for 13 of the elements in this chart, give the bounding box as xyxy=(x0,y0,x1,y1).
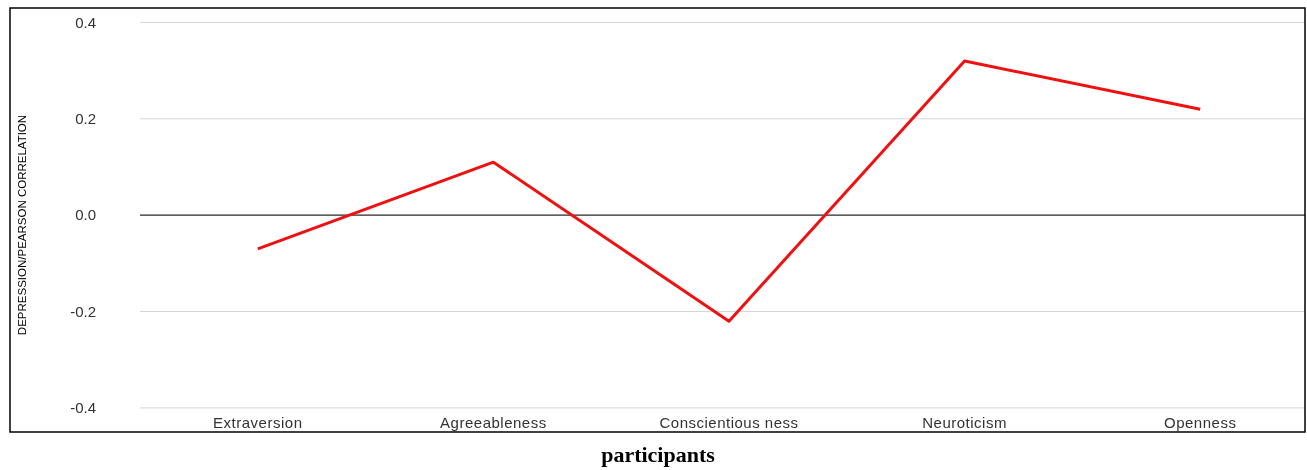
y-tick-label: -0.4 xyxy=(70,399,96,417)
x-tick-label: Agreeableness xyxy=(440,413,547,431)
line-series xyxy=(256,59,1202,323)
x-tick-label: Extraversion xyxy=(213,413,303,431)
x-tick-label: Openness xyxy=(1164,413,1237,431)
y-tick-label: -0.2 xyxy=(70,302,96,320)
x-axis-title: participants xyxy=(601,442,716,467)
y-tick-label: 0.4 xyxy=(75,13,96,31)
x-tick-label: Conscientious ness xyxy=(659,413,799,431)
x-tick-label: Neuroticism xyxy=(922,413,1007,431)
y-tick-label: 0.2 xyxy=(75,110,96,128)
y-tick-label: 0.0 xyxy=(75,206,96,224)
y-axis-title: DEPRESSION/PEARSON CORRELATION xyxy=(16,114,28,336)
